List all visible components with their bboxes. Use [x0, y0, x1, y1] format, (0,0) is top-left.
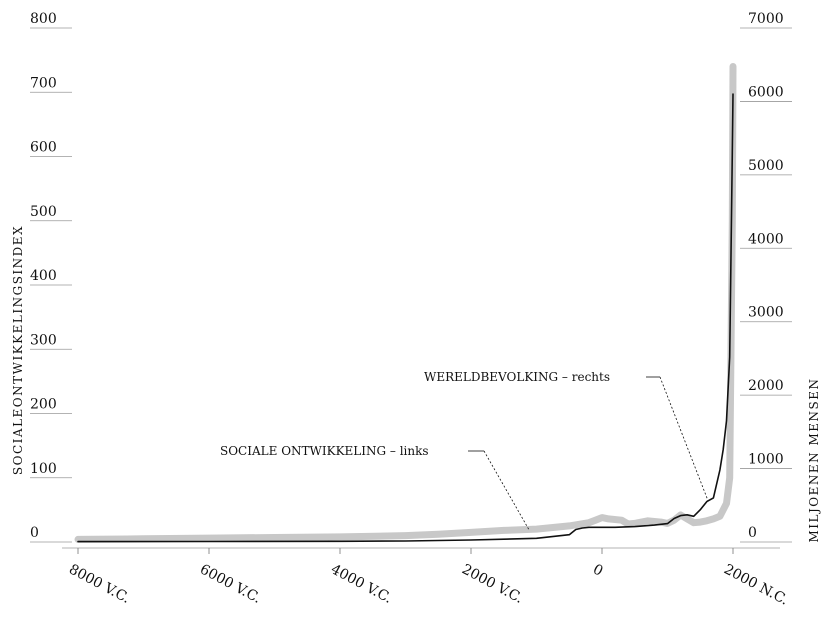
- annotation-world-population-leader: [659, 376, 709, 502]
- left-tick-label: 300: [30, 332, 57, 348]
- left-tick-label: 500: [30, 204, 57, 220]
- left-tick-label: 100: [30, 461, 57, 477]
- x-axis: 8000 V.C. 6000 V.C. 4000 V.C. 2000 V.C. 0 200…: [62, 547, 791, 609]
- left-tick-label: 200: [30, 397, 57, 413]
- series-social-development-line: [74, 63, 737, 543]
- right-tick-label: 6000: [748, 84, 784, 100]
- left-tick-label: 700: [30, 75, 57, 91]
- x-tick-label: 8000 V.C.: [66, 561, 133, 607]
- x-tick-label: 2000 V.C.: [459, 561, 526, 607]
- left-axis-title: SOCIALEONTWIKKELINGSINDEX: [11, 225, 25, 475]
- left-tick-label: 800: [30, 11, 57, 27]
- x-tick-label: 6000 V.C.: [197, 561, 264, 607]
- right-tick-label: 4000: [748, 231, 784, 247]
- annotation-world-population: WERELDBEVOLKING – rechts: [424, 370, 610, 384]
- annotation-social-development-leader: [483, 450, 529, 530]
- left-y-axis: 0 100 200 300 400 500 600 700 800: [30, 11, 72, 543]
- x-tick-label: 2000 N.C.: [721, 561, 791, 608]
- right-y-axis: 0 1000 2000 3000 4000 5000 6000 7000: [740, 11, 792, 543]
- right-tick-label: 5000: [748, 158, 784, 174]
- series-layer: [74, 63, 737, 543]
- left-tick-label: 400: [30, 268, 57, 284]
- right-tick-label: 2000: [748, 378, 784, 394]
- annotation-social-development: SOCIALE ONTWIKKELING – links: [220, 444, 429, 458]
- right-tick-label: 0: [748, 525, 757, 541]
- right-tick-label: 1000: [748, 452, 784, 468]
- x-tick-label: 0: [590, 561, 605, 579]
- x-tick-label: 4000 V.C.: [328, 561, 395, 607]
- annotation-layer: WERELDBEVOLKING – rechts SOCIALE ONTWIKKE…: [220, 370, 709, 530]
- left-tick-label: 600: [30, 140, 57, 156]
- left-tick-label: 0: [30, 525, 39, 541]
- right-axis-title: MILJOENEN MENSEN: [807, 377, 821, 542]
- right-tick-label: 3000: [748, 305, 784, 321]
- right-tick-label: 7000: [748, 11, 784, 27]
- series-world-population-line: [77, 93, 734, 543]
